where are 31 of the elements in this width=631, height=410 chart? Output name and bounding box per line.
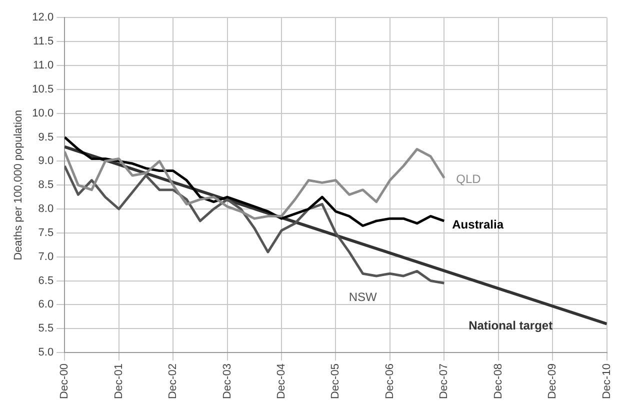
y-tick-label: 5.5 bbox=[38, 322, 54, 335]
series-label: Australia bbox=[452, 217, 504, 232]
y-tick-label: 7.0 bbox=[38, 250, 54, 263]
y-tick-label: 11.0 bbox=[33, 59, 54, 72]
y-tick-label: 6.5 bbox=[38, 274, 54, 287]
x-tick-label: Dec-00 bbox=[58, 364, 71, 400]
x-tick-label: Dec-02 bbox=[167, 364, 180, 400]
y-tick-label: 8.5 bbox=[38, 179, 54, 192]
y-tick-label: 5.0 bbox=[38, 346, 54, 359]
y-axis-title: Deaths per 100,000 population bbox=[12, 110, 25, 260]
series-label: QLD bbox=[456, 172, 482, 186]
y-tick-label: 6.0 bbox=[38, 298, 54, 311]
x-tick-label: Dec-03 bbox=[221, 364, 234, 400]
series-label: National target bbox=[468, 318, 553, 332]
x-tick-label: Dec-06 bbox=[384, 364, 396, 400]
x-tick-label: Dec-09 bbox=[546, 364, 559, 400]
y-tick-label: 9.0 bbox=[38, 155, 54, 168]
x-tick-label: Dec-07 bbox=[438, 364, 450, 400]
x-tick-label: Dec-01 bbox=[112, 364, 125, 400]
y-tick-label: 8.0 bbox=[38, 203, 54, 216]
y-tick-label: 12.0 bbox=[32, 12, 54, 24]
x-tick-label: Dec-10 bbox=[600, 364, 613, 400]
y-tick-label: 9.5 bbox=[38, 131, 54, 144]
y-tick-label: 10.0 bbox=[32, 107, 54, 120]
y-tick-label: 10.5 bbox=[32, 83, 54, 96]
x-tick-label: Dec-04 bbox=[276, 364, 288, 400]
y-tick-label: 7.5 bbox=[38, 226, 54, 239]
x-tick-label: Dec-05 bbox=[330, 364, 342, 400]
series-label: NSW bbox=[348, 290, 378, 304]
y-tick-label: 11.5 bbox=[33, 36, 54, 48]
x-tick-label: Dec-08 bbox=[492, 364, 504, 400]
